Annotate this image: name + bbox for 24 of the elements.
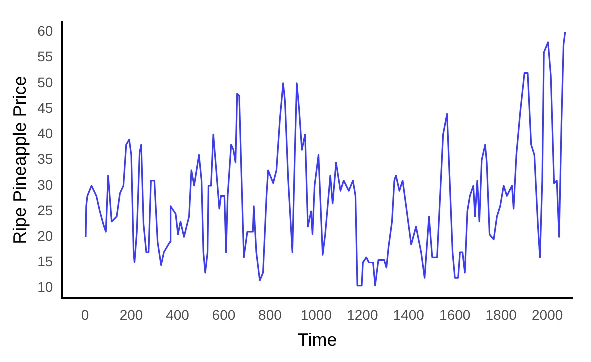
x-tick-label: 1200 <box>347 306 378 323</box>
y-tick-label: 15 <box>38 254 54 270</box>
x-tick-label: 1600 <box>440 306 471 323</box>
y-axis-title: Ripe Pineapple Price <box>10 76 30 244</box>
x-tick-label: 200 <box>120 306 144 323</box>
x-tick-label: 800 <box>258 306 282 323</box>
y-tick-label: 20 <box>38 228 54 244</box>
x-axis-title: Time <box>298 330 338 350</box>
y-tick-label: 25 <box>38 202 54 218</box>
x-tick-label: 1000 <box>300 306 332 323</box>
y-tick-label: 10 <box>38 279 54 296</box>
x-tick-label: 1400 <box>393 306 425 323</box>
x-tick-label: 400 <box>166 306 190 323</box>
x-tick-label: 0 <box>81 306 90 323</box>
y-tick-label: 55 <box>38 48 54 65</box>
x-tick-label: 600 <box>212 306 236 323</box>
y-tick-label: 40 <box>38 126 54 142</box>
x-tick-label: 1800 <box>486 306 518 323</box>
x-tick-label: 2000 <box>532 306 564 323</box>
y-tick-label: 60 <box>38 23 54 40</box>
y-tick-label: 30 <box>38 176 54 193</box>
y-tick-label: 50 <box>38 74 54 90</box>
y-tick-label: 35 <box>38 151 54 168</box>
y-tick-label: 45 <box>38 100 54 116</box>
